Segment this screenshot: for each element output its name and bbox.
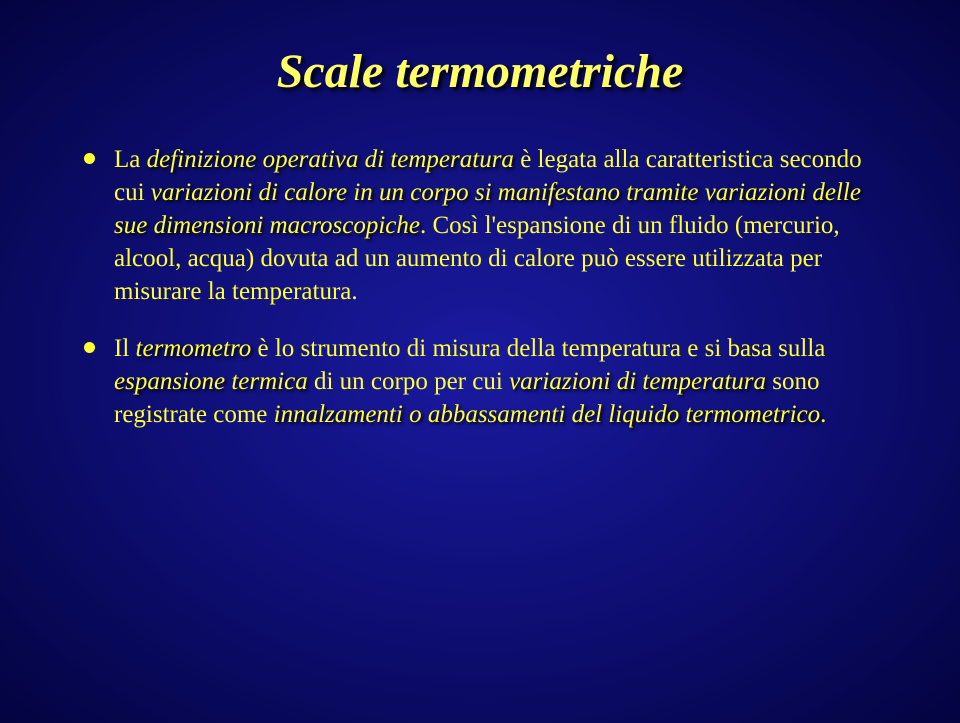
- slide-title: Scale termometriche: [60, 44, 900, 99]
- body-text: di un corpo per cui: [308, 368, 509, 395]
- presentation-slide: Scale termometriche La definizione opera…: [0, 0, 960, 723]
- bullet-item: Il termometro è lo strumento di misura d…: [80, 332, 890, 431]
- emphasized-text: termometro: [136, 335, 252, 362]
- emphasized-text: definizione operativa di temperatura: [147, 146, 514, 173]
- emphasized-text: espansione termica: [114, 368, 308, 395]
- body-text: .: [820, 401, 826, 428]
- body-text: La: [114, 146, 147, 173]
- bullet-list: La definizione operativa di temperatura …: [80, 143, 890, 431]
- body-text: Il: [114, 335, 136, 362]
- emphasized-text: variazioni di temperatura: [509, 368, 766, 395]
- body-text: è lo strumento di misura della temperatu…: [251, 335, 825, 362]
- bullet-item: La definizione operativa di temperatura …: [80, 143, 890, 308]
- emphasized-text: innalzamenti o abbassamenti del liquido …: [274, 401, 820, 428]
